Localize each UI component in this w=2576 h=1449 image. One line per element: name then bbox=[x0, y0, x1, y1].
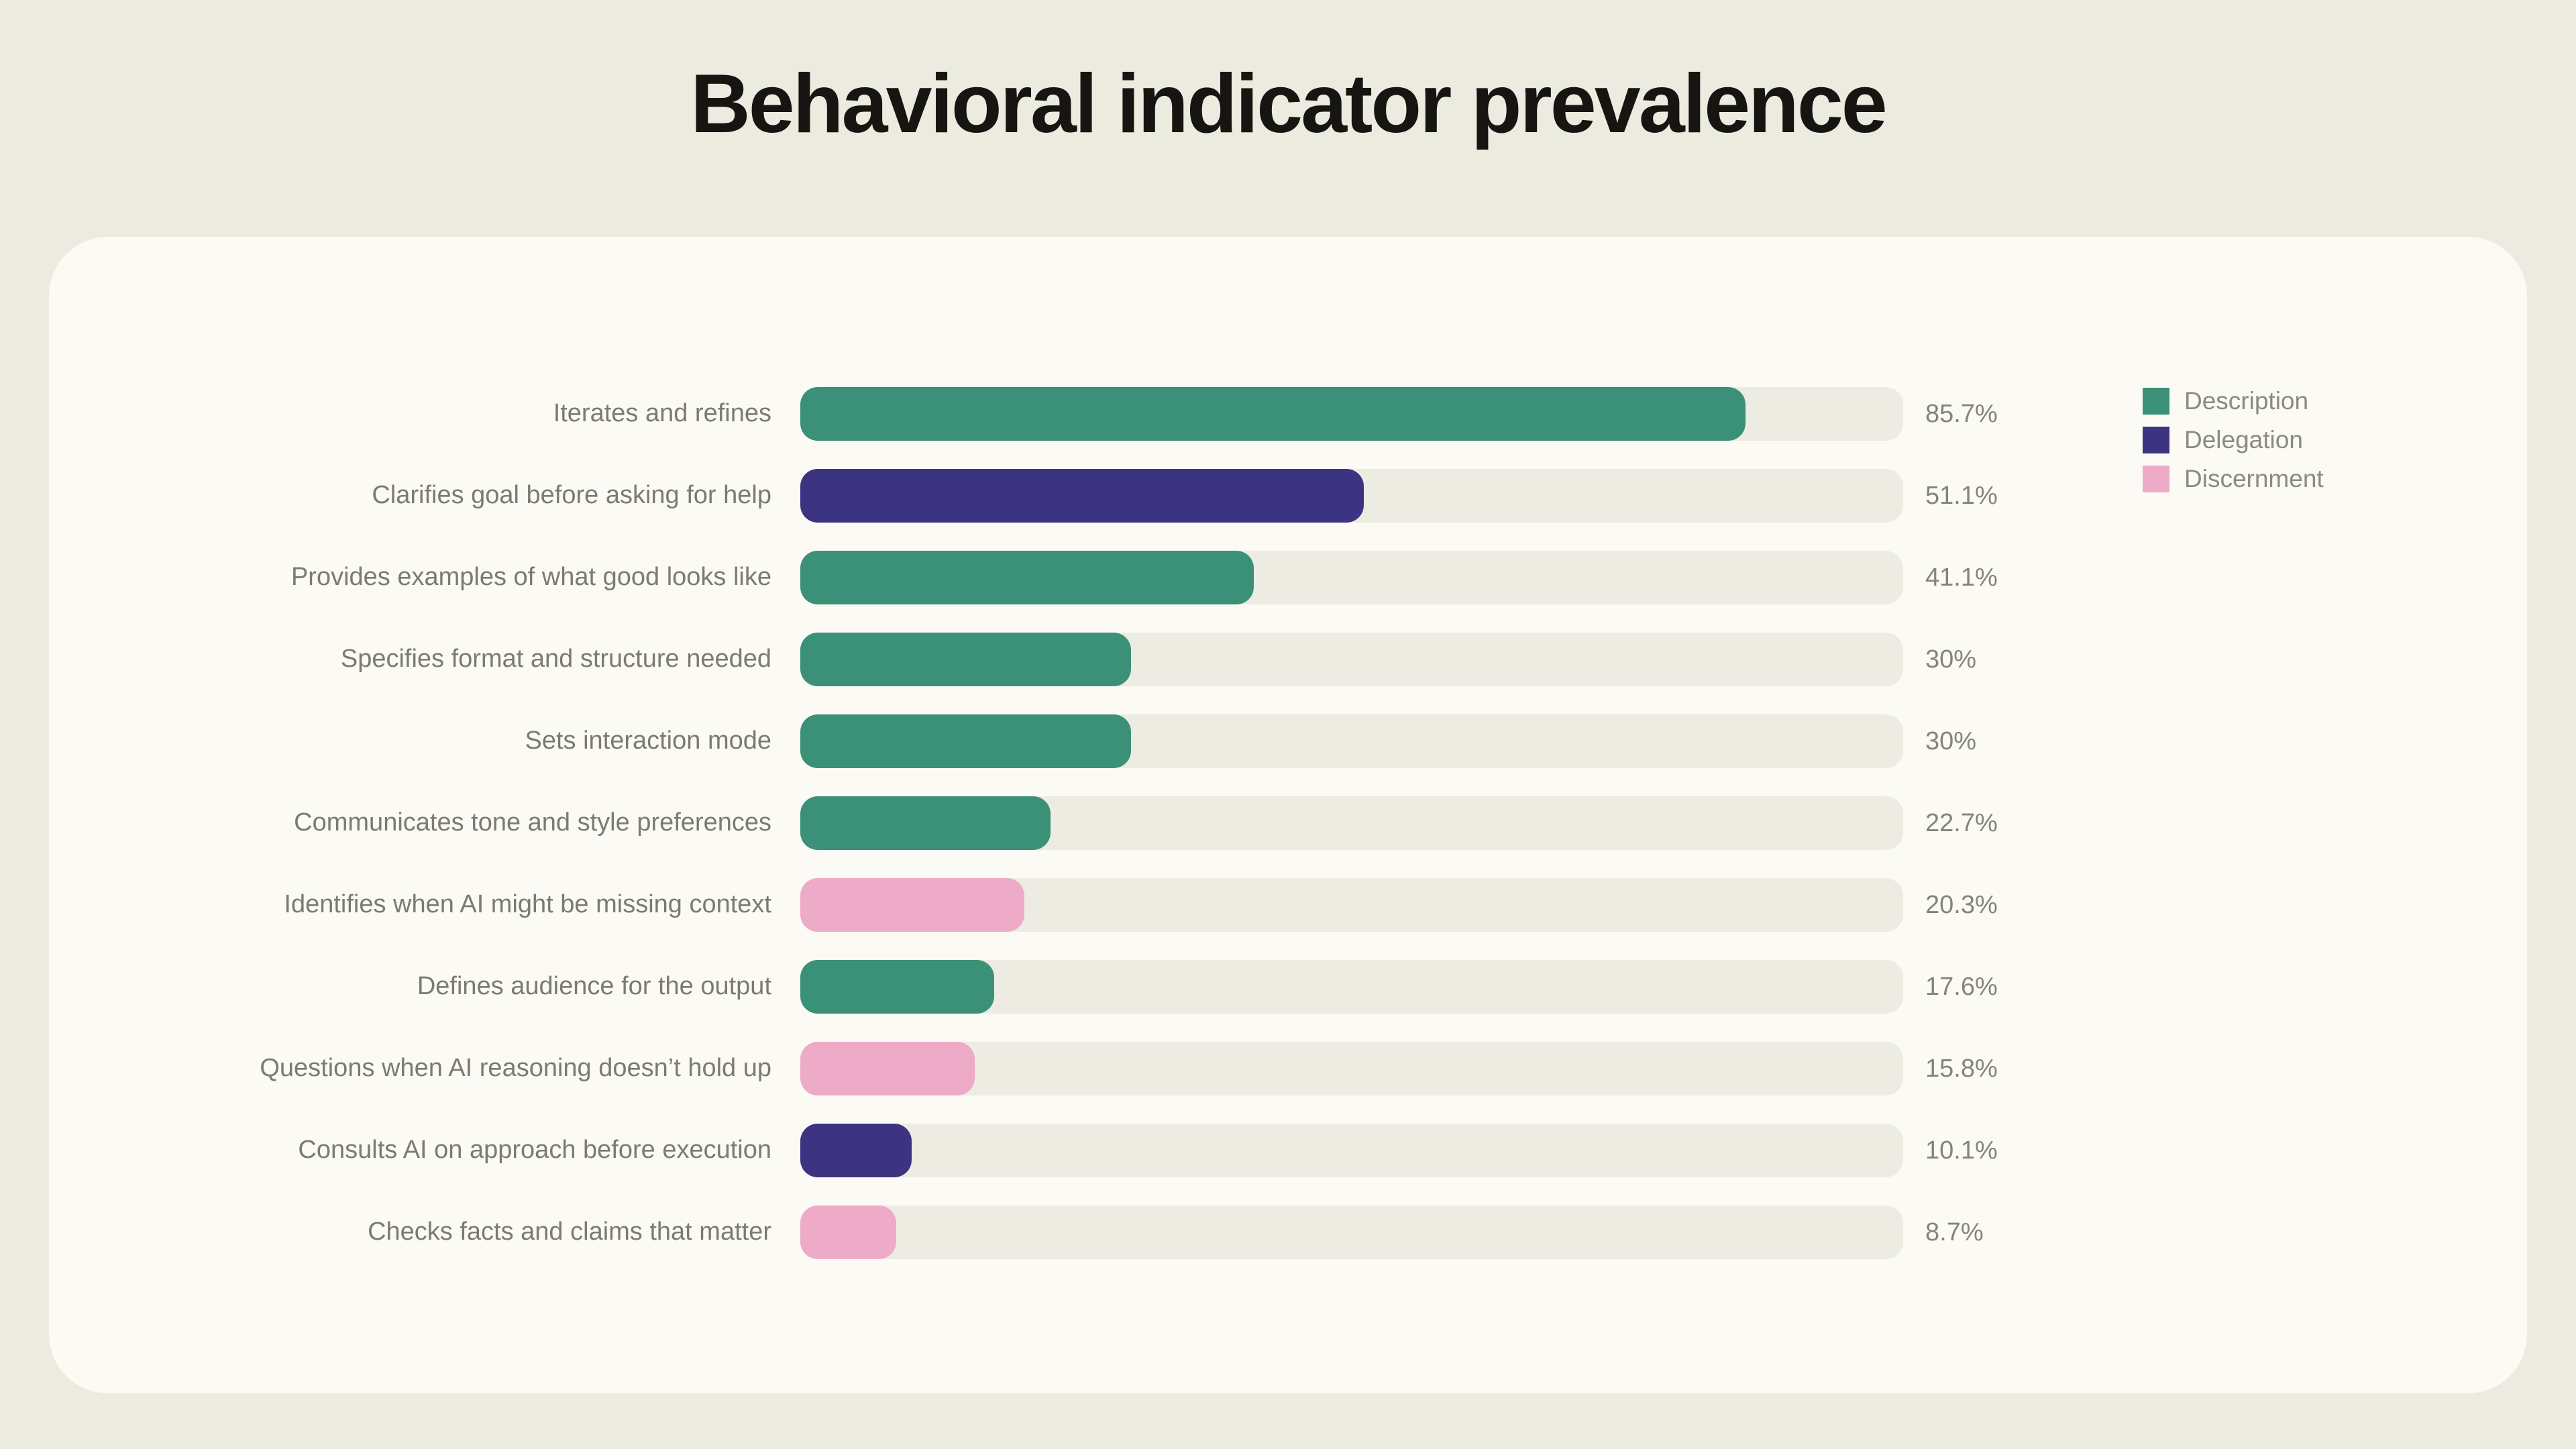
row-label: Checks facts and claims that matter bbox=[368, 1218, 771, 1246]
row-value: 85.7% bbox=[1925, 399, 1998, 428]
bar-fill bbox=[800, 469, 1364, 523]
bar-track bbox=[800, 469, 1903, 523]
bar-fill bbox=[800, 387, 1746, 441]
bar-fill bbox=[800, 551, 1254, 604]
bar-fill bbox=[800, 633, 1132, 686]
legend-item-description: Description bbox=[2143, 387, 2324, 415]
legend-label: Delegation bbox=[2184, 426, 2303, 453]
row-value: 8.7% bbox=[1925, 1218, 1984, 1246]
chart-row: Iterates and refines 85.7% bbox=[49, 387, 2527, 441]
bar-track bbox=[800, 1042, 1903, 1095]
bar-fill bbox=[800, 878, 1024, 932]
bar-fill bbox=[800, 1124, 912, 1177]
row-label: Defines audience for the output bbox=[417, 972, 771, 1001]
chart-card: Iterates and refines 85.7% Clarifies goa… bbox=[49, 237, 2527, 1393]
chart-title: Behavioral indicator prevalence bbox=[690, 58, 1888, 150]
chart-row: Identifies when AI might be missing cont… bbox=[49, 878, 2527, 932]
bar-track bbox=[800, 633, 1903, 686]
chart-row: Provides examples of what good looks lik… bbox=[49, 551, 2527, 604]
row-value: 15.8% bbox=[1925, 1054, 1998, 1083]
legend: Description Delegation Discernment bbox=[2143, 387, 2324, 492]
chart-row: Consults AI on approach before execution… bbox=[49, 1124, 2527, 1177]
chart-row: Checks facts and claims that matter 8.7% bbox=[49, 1205, 2527, 1259]
chart-row: Questions when AI reasoning doesn’t hold… bbox=[49, 1042, 2527, 1095]
bar-track bbox=[800, 551, 1903, 604]
legend-swatch bbox=[2143, 466, 2169, 492]
bar-fill bbox=[800, 796, 1051, 850]
bar-fill bbox=[800, 1042, 975, 1095]
bar-fill bbox=[800, 714, 1132, 768]
row-value: 17.6% bbox=[1925, 972, 1998, 1001]
legend-swatch bbox=[2143, 388, 2169, 415]
row-label: Communicates tone and style preferences bbox=[294, 808, 771, 837]
bar-chart: Iterates and refines 85.7% Clarifies goa… bbox=[49, 387, 2527, 1259]
row-value: 30% bbox=[1925, 645, 1977, 674]
chart-row: Defines audience for the output 17.6% bbox=[49, 960, 2527, 1014]
chart-row: Sets interaction mode 30% bbox=[49, 714, 2527, 768]
legend-label: Description bbox=[2184, 387, 2309, 415]
row-label: Specifies format and structure needed bbox=[340, 645, 771, 674]
bar-track bbox=[800, 878, 1903, 932]
bar-track bbox=[800, 1205, 1903, 1259]
chart-row: Communicates tone and style preferences … bbox=[49, 796, 2527, 850]
row-label: Identifies when AI might be missing cont… bbox=[284, 890, 771, 919]
bar-track bbox=[800, 387, 1903, 441]
bar-track bbox=[800, 796, 1903, 850]
row-label: Provides examples of what good looks lik… bbox=[290, 563, 771, 592]
legend-item-discernment: Discernment bbox=[2143, 465, 2324, 492]
bar-fill bbox=[800, 1205, 897, 1259]
row-value: 10.1% bbox=[1925, 1136, 1998, 1165]
row-label: Iterates and refines bbox=[553, 399, 771, 428]
bar-track bbox=[800, 714, 1903, 768]
row-label: Sets interaction mode bbox=[525, 727, 771, 755]
bar-fill bbox=[800, 960, 995, 1014]
legend-item-delegation: Delegation bbox=[2143, 426, 2324, 453]
row-value: 41.1% bbox=[1925, 563, 1998, 592]
row-label: Questions when AI reasoning doesn’t hold… bbox=[260, 1054, 771, 1083]
row-label: Consults AI on approach before execution bbox=[298, 1136, 771, 1165]
chart-row: Clarifies goal before asking for help 51… bbox=[49, 469, 2527, 523]
row-value: 30% bbox=[1925, 727, 1977, 755]
chart-row: Specifies format and structure needed 30… bbox=[49, 633, 2527, 686]
bar-track bbox=[800, 1124, 1903, 1177]
legend-swatch bbox=[2143, 427, 2169, 453]
row-value: 22.7% bbox=[1925, 808, 1998, 837]
legend-label: Discernment bbox=[2184, 465, 2324, 492]
bar-track bbox=[800, 960, 1903, 1014]
row-value: 20.3% bbox=[1925, 890, 1998, 919]
row-value: 51.1% bbox=[1925, 481, 1998, 510]
row-label: Clarifies goal before asking for help bbox=[372, 481, 771, 510]
